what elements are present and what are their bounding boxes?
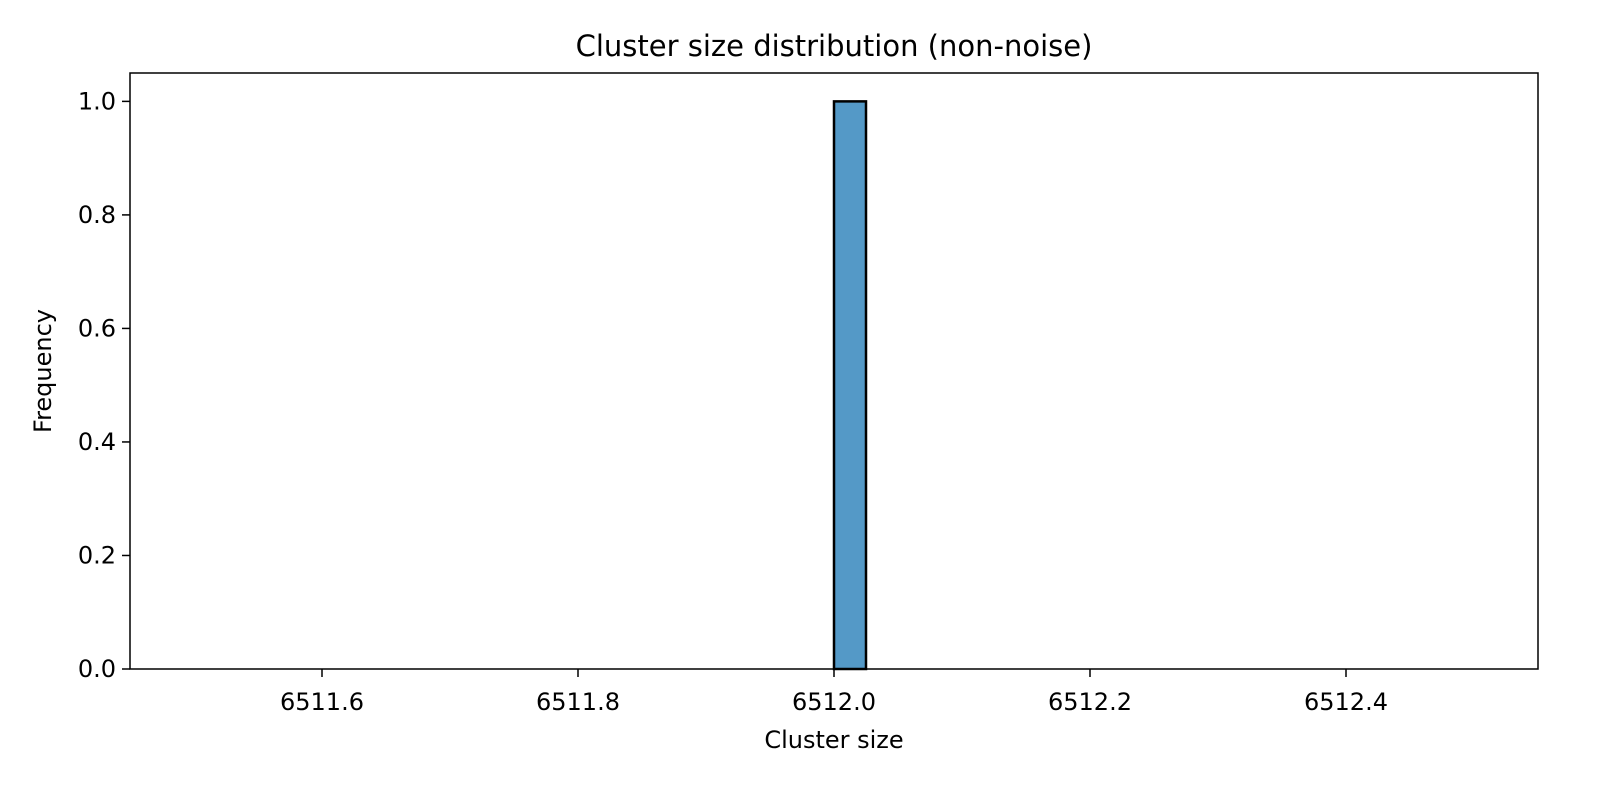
x-tick-label: 6511.6 xyxy=(280,688,364,716)
y-tick-label: 0.8 xyxy=(78,201,116,229)
x-axis-label: Cluster size xyxy=(764,726,903,754)
y-tick-label: 1.0 xyxy=(78,87,116,115)
x-tick-label: 6512.4 xyxy=(1304,688,1388,716)
x-tick-label: 6512.0 xyxy=(792,688,876,716)
x-axis-ticks: 6511.6 6511.8 6512.0 6512.2 6512.4 xyxy=(280,669,1388,716)
y-tick-label: 0.0 xyxy=(78,655,116,683)
histogram-bar xyxy=(832,100,868,671)
y-tick-label: 0.6 xyxy=(78,314,116,342)
y-tick-label: 0.2 xyxy=(78,541,116,569)
x-tick-label: 6511.8 xyxy=(536,688,620,716)
histogram-bars xyxy=(832,100,868,671)
y-axis-label: Frequency xyxy=(29,309,57,433)
plot-area-frame xyxy=(129,72,1539,670)
y-tick-label: 0.4 xyxy=(78,428,116,456)
y-axis-ticks: 0.0 0.2 0.4 0.6 0.8 1.0 xyxy=(78,87,130,683)
chart-title: Cluster size distribution (non-noise) xyxy=(576,29,1093,63)
x-tick-label: 6512.2 xyxy=(1048,688,1132,716)
